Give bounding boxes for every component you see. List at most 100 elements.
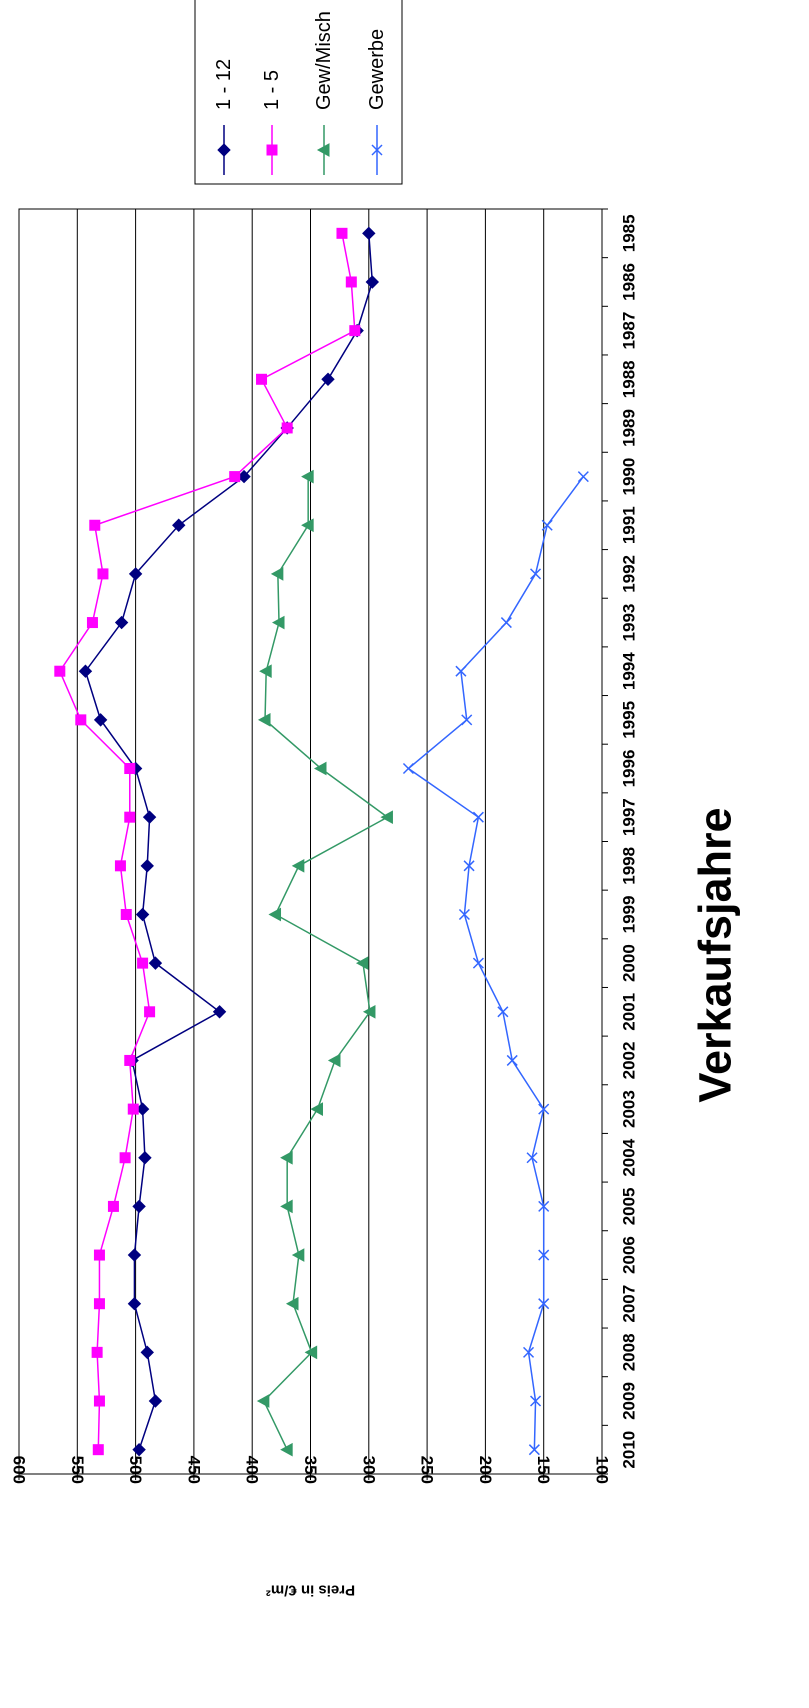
data-point: [137, 957, 149, 969]
data-point: [310, 1102, 323, 1116]
series-line: [407, 476, 584, 1450]
category-tick-label: 2008: [620, 1333, 639, 1371]
data-point: [132, 1199, 146, 1214]
data-point: [140, 859, 154, 873]
data-point: [538, 1200, 550, 1212]
category-tick-label: 1987: [620, 312, 639, 350]
category-tick-label: 1989: [620, 409, 639, 447]
data-point: [144, 1006, 156, 1018]
data-point: [301, 469, 314, 484]
data-point: [212, 1005, 227, 1019]
legend-box: [194, 0, 403, 185]
data-point: [120, 908, 132, 920]
data-point: [229, 471, 241, 483]
data-point: [497, 1006, 509, 1018]
data-point: [321, 372, 335, 386]
data-point: [93, 1298, 105, 1310]
data-point: [93, 1395, 105, 1407]
data-point: [523, 1346, 535, 1358]
value-tick-label: 500: [126, 1456, 145, 1484]
data-point: [124, 1054, 136, 1066]
category-tick-label: 1994: [620, 652, 639, 690]
data-point: [500, 617, 512, 629]
data-point: [271, 615, 285, 630]
data-point: [355, 956, 369, 970]
value-tick-label: 600: [10, 1456, 29, 1484]
category-tick-label: 2001: [620, 993, 639, 1031]
legend-label: Gewerbe: [366, 29, 388, 110]
data-point: [148, 1394, 163, 1408]
series-gew-misch: [256, 469, 393, 1457]
value-tick-label: 450: [184, 1456, 203, 1484]
data-point: [78, 664, 93, 678]
value-tick-label: 350: [301, 1456, 320, 1484]
category-tick-label: 1990: [620, 458, 639, 496]
data-point: [365, 275, 380, 289]
value-tick-label: 250: [418, 1456, 437, 1484]
category-tick-label: 1995: [620, 701, 639, 739]
series-gewerbe: [402, 471, 589, 1456]
data-point: [526, 1152, 538, 1164]
data-point: [140, 1345, 154, 1360]
data-point: [345, 276, 357, 288]
category-tick-label: 1991: [620, 506, 639, 544]
data-point: [142, 810, 157, 824]
category-tick-label: 2002: [620, 1042, 639, 1080]
data-point: [313, 761, 327, 776]
data-point: [93, 1249, 105, 1261]
category-tick-label: 1997: [620, 798, 639, 836]
data-point: [114, 860, 126, 872]
data-point: [124, 811, 136, 823]
data-point: [538, 1298, 550, 1310]
category-tick-label: 1999: [620, 896, 639, 934]
data-point: [92, 1444, 104, 1456]
data-point: [119, 1152, 131, 1164]
category-tick-label: 1996: [620, 750, 639, 788]
legend-marker: [217, 143, 231, 157]
data-point: [380, 810, 393, 825]
plot-area: 100 150 200 250 300 350 400 450 500 550 600 1985 198…: [10, 208, 741, 1599]
data-point: [463, 860, 475, 872]
category-tick-label: 1993: [620, 604, 639, 642]
data-point: [259, 664, 272, 679]
data-point: [256, 373, 268, 385]
data-point: [268, 907, 282, 922]
data-point: [281, 422, 293, 434]
legend-label: 1 - 12: [213, 59, 235, 110]
data-point: [472, 811, 484, 823]
data-point: [461, 714, 473, 726]
value-tick-label: 100: [593, 1456, 612, 1484]
data-point: [472, 957, 484, 969]
data-point: [54, 665, 66, 677]
data-point: [291, 858, 305, 873]
data-point: [91, 1346, 103, 1358]
category-tick-label: 1992: [620, 555, 639, 593]
data-point: [128, 567, 143, 581]
data-point: [257, 713, 271, 727]
data-point: [280, 1150, 293, 1165]
data-point: [127, 1248, 142, 1262]
data-point: [138, 1151, 152, 1165]
value-tick-label: 400: [243, 1456, 262, 1484]
data-point: [541, 519, 553, 531]
data-point: [402, 762, 414, 775]
data-point: [362, 1004, 376, 1019]
data-point: [538, 1249, 550, 1261]
data-point: [530, 1395, 542, 1407]
data-point: [135, 907, 150, 922]
data-point: [455, 665, 467, 677]
data-point: [89, 519, 101, 531]
value-tick-label: 300: [359, 1456, 378, 1484]
data-point: [114, 615, 129, 630]
data-point: [127, 1297, 142, 1311]
data-point: [349, 325, 361, 337]
series-line: [84, 233, 374, 1450]
category-tick-label: 2005: [620, 1187, 639, 1225]
data-point: [362, 226, 376, 241]
series-line: [58, 233, 356, 1450]
category-tick-label: 1988: [620, 360, 639, 398]
data-point: [86, 617, 98, 629]
data-point: [285, 1296, 299, 1311]
data-point: [97, 568, 109, 580]
value-tick-label: 200: [476, 1456, 495, 1484]
